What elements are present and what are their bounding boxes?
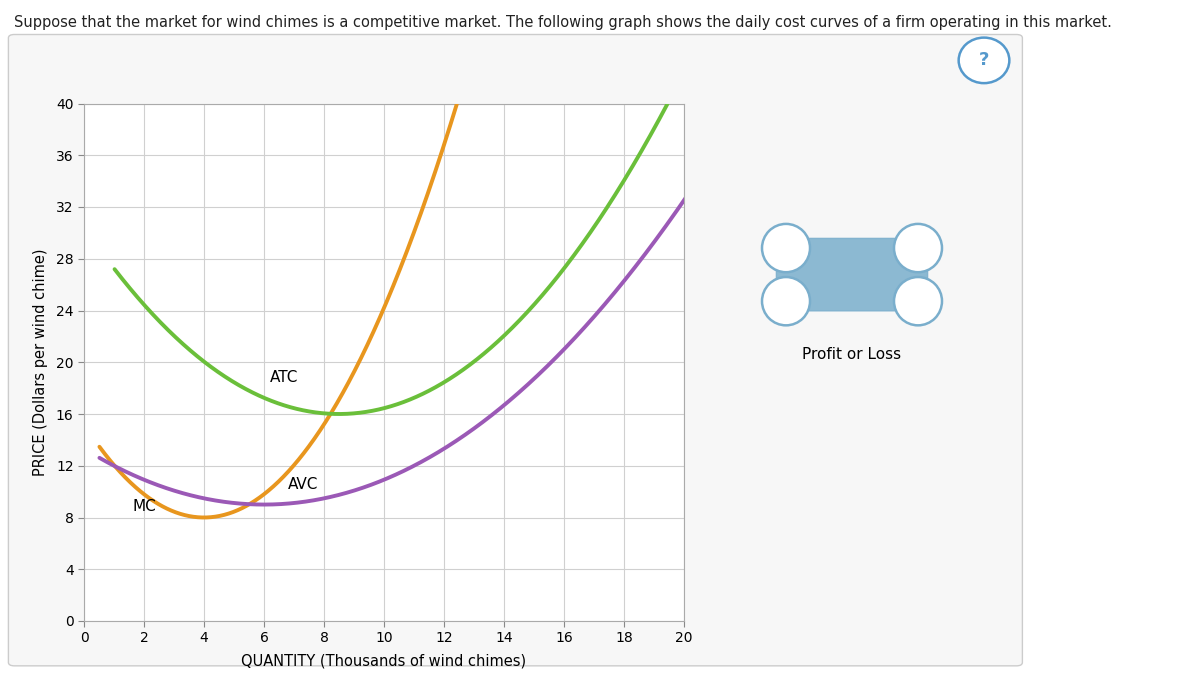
Circle shape [762,224,810,273]
Y-axis label: PRICE (Dollars per wind chime): PRICE (Dollars per wind chime) [32,248,48,476]
Text: AVC: AVC [288,477,318,492]
Text: ATC: ATC [270,370,299,384]
Text: Suppose that the market for wind chimes is a competitive market. The following g: Suppose that the market for wind chimes … [14,15,1112,30]
Circle shape [894,277,942,326]
Text: MC: MC [132,499,156,514]
Circle shape [959,37,1009,83]
X-axis label: QUANTITY (Thousands of wind chimes): QUANTITY (Thousands of wind chimes) [241,653,527,669]
Circle shape [894,224,942,273]
Circle shape [762,277,810,326]
Text: Profit or Loss: Profit or Loss [803,347,901,362]
Text: ?: ? [979,51,989,70]
FancyBboxPatch shape [776,239,928,310]
